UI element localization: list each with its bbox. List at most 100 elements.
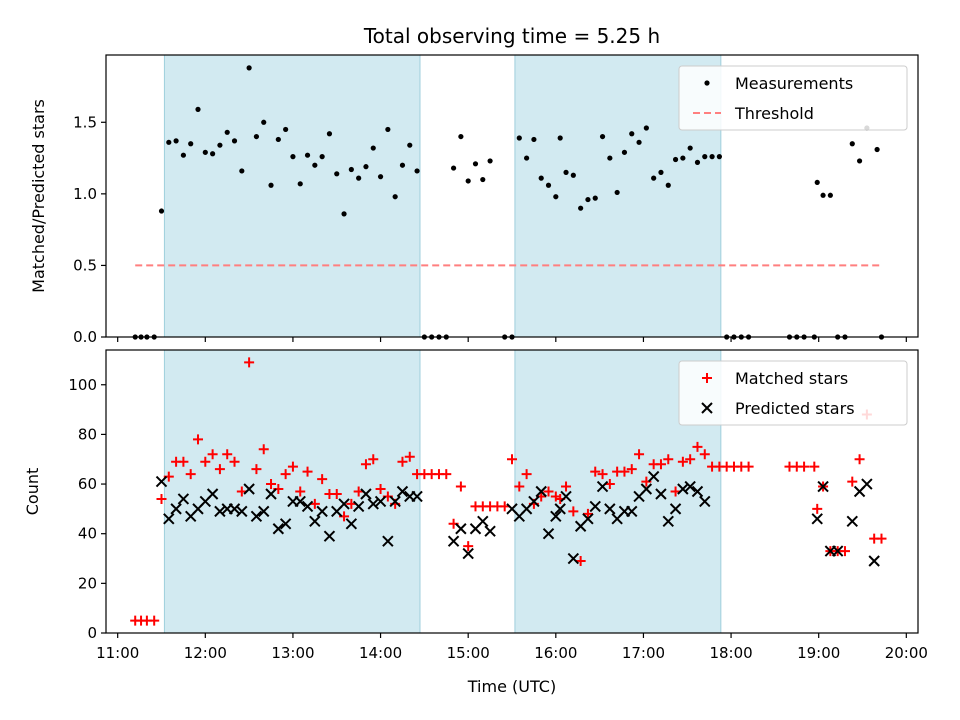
legend-label: Predicted stars — [735, 399, 855, 418]
data-point — [499, 501, 510, 512]
data-point — [647, 470, 660, 483]
data-point — [685, 454, 696, 465]
data-point — [319, 154, 325, 160]
data-point — [585, 196, 591, 203]
data-point — [592, 195, 598, 201]
data-point — [463, 541, 474, 552]
data-point — [280, 469, 291, 480]
data-point — [849, 141, 855, 147]
data-point — [604, 479, 615, 490]
data-point — [360, 488, 372, 500]
data-point — [662, 515, 674, 527]
data-point — [535, 485, 547, 498]
data-point — [874, 146, 880, 153]
data-point — [231, 138, 238, 144]
data-point — [317, 474, 328, 485]
data-point — [272, 523, 285, 535]
data-point — [582, 508, 593, 519]
data-point — [699, 495, 711, 508]
x-tick-label: 13:00 — [271, 644, 314, 662]
data-point — [156, 493, 167, 504]
data-point — [411, 490, 423, 503]
y-axis-label: Count — [23, 468, 42, 516]
data-point — [236, 486, 247, 497]
data-point — [375, 484, 386, 495]
data-point — [570, 172, 576, 178]
data-point — [465, 178, 471, 184]
data-point — [214, 464, 225, 475]
data-point — [367, 498, 379, 510]
data-point — [472, 161, 479, 167]
data-point — [251, 464, 262, 475]
data-point — [345, 518, 358, 530]
data-point — [236, 505, 248, 518]
data-point — [568, 506, 579, 517]
data-point — [368, 454, 379, 465]
data-point — [178, 456, 189, 467]
y-tick-label: 1.5 — [73, 113, 97, 131]
data-point — [643, 125, 649, 131]
data-point — [155, 475, 168, 488]
data-point — [716, 154, 722, 160]
data-point — [158, 208, 165, 214]
data-point — [809, 461, 820, 472]
data-point — [651, 175, 657, 181]
data-point — [331, 488, 342, 499]
data-point — [346, 498, 357, 509]
data-point — [462, 547, 474, 560]
data-point — [228, 503, 241, 515]
data-point — [626, 464, 637, 475]
data-point — [575, 556, 586, 567]
data-point — [309, 515, 321, 527]
data-point — [861, 478, 873, 490]
data-point — [377, 174, 384, 180]
data-point — [743, 461, 754, 472]
data-point — [670, 486, 681, 497]
data-point — [516, 135, 522, 141]
data-point — [831, 545, 844, 557]
y-tick-label: 0.0 — [73, 328, 97, 346]
data-point — [266, 479, 277, 490]
y-tick-label: 40 — [78, 525, 97, 543]
data-point — [563, 169, 569, 175]
data-point — [407, 142, 413, 148]
data-point — [846, 515, 858, 527]
data-point — [640, 483, 653, 495]
data-point — [655, 459, 666, 470]
data-point — [709, 154, 715, 160]
data-point — [258, 444, 269, 455]
legend-marker — [701, 402, 713, 414]
data-point — [301, 500, 314, 513]
data-point — [597, 469, 608, 480]
y-tick-label: 0.5 — [73, 256, 97, 274]
data-point — [691, 485, 704, 498]
data-point — [596, 480, 609, 493]
legend-box — [678, 360, 908, 426]
data-point — [827, 192, 833, 198]
data-point — [561, 481, 572, 492]
data-point — [543, 486, 554, 497]
x-axis-label: Time (UTC) — [467, 677, 556, 696]
data-point — [312, 162, 318, 168]
data-point — [477, 515, 489, 527]
data-point — [578, 205, 584, 211]
data-point — [876, 533, 887, 544]
data-point — [246, 65, 252, 71]
legend-box — [678, 65, 908, 131]
data-point — [334, 171, 340, 177]
data-point — [856, 158, 863, 164]
x-tick-label: 17:00 — [622, 644, 665, 662]
data-point — [180, 152, 187, 158]
data-point — [669, 503, 682, 515]
data-point — [250, 510, 263, 523]
data-point — [521, 469, 532, 480]
data-point — [663, 454, 674, 465]
data-point — [455, 523, 467, 535]
data-point — [188, 141, 194, 147]
data-point — [224, 129, 230, 135]
data-point — [554, 503, 566, 515]
data-point — [658, 169, 664, 175]
data-point — [258, 505, 270, 518]
data-point — [414, 168, 420, 174]
data-point — [163, 513, 175, 525]
